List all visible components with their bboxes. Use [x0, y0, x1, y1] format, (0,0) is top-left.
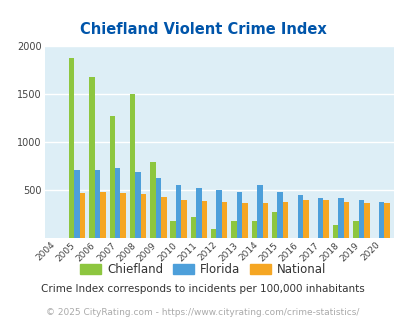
Bar [115, 168, 120, 238]
Legend: Chiefland, Florida, National: Chiefland, Florida, National [75, 258, 330, 281]
Bar [358, 200, 363, 238]
Bar [271, 212, 277, 238]
Bar [277, 192, 282, 238]
Bar [256, 185, 262, 238]
Bar [141, 194, 146, 238]
Bar [89, 77, 94, 238]
Bar [262, 203, 267, 238]
Bar [69, 58, 74, 238]
Bar [201, 201, 207, 238]
Bar [352, 221, 358, 238]
Text: Crime Index corresponds to incidents per 100,000 inhabitants: Crime Index corresponds to incidents per… [41, 284, 364, 294]
Bar [323, 200, 328, 238]
Bar [135, 172, 141, 238]
Bar [100, 192, 105, 238]
Bar [337, 198, 343, 238]
Bar [80, 193, 85, 238]
Bar [282, 202, 288, 238]
Text: © 2025 CityRating.com - https://www.cityrating.com/crime-statistics/: © 2025 CityRating.com - https://www.city… [46, 308, 359, 317]
Bar [251, 221, 256, 238]
Bar [378, 202, 384, 238]
Bar [109, 116, 115, 238]
Bar [343, 202, 348, 238]
Bar [190, 217, 196, 238]
Bar [150, 162, 155, 238]
Bar [222, 202, 227, 238]
Bar [236, 192, 242, 238]
Bar [363, 203, 369, 238]
Bar [155, 178, 161, 238]
Bar [332, 225, 337, 238]
Bar [120, 193, 126, 238]
Bar [303, 200, 308, 238]
Bar [175, 185, 181, 238]
Bar [242, 203, 247, 238]
Bar [161, 197, 166, 238]
Bar [216, 190, 222, 238]
Bar [317, 198, 323, 238]
Bar [384, 203, 389, 238]
Bar [231, 221, 236, 238]
Bar [211, 229, 216, 238]
Bar [181, 200, 186, 238]
Bar [94, 170, 100, 238]
Text: Chiefland Violent Crime Index: Chiefland Violent Crime Index [79, 22, 326, 37]
Bar [130, 94, 135, 238]
Bar [74, 170, 80, 238]
Bar [297, 195, 303, 238]
Bar [196, 188, 201, 238]
Bar [170, 221, 175, 238]
